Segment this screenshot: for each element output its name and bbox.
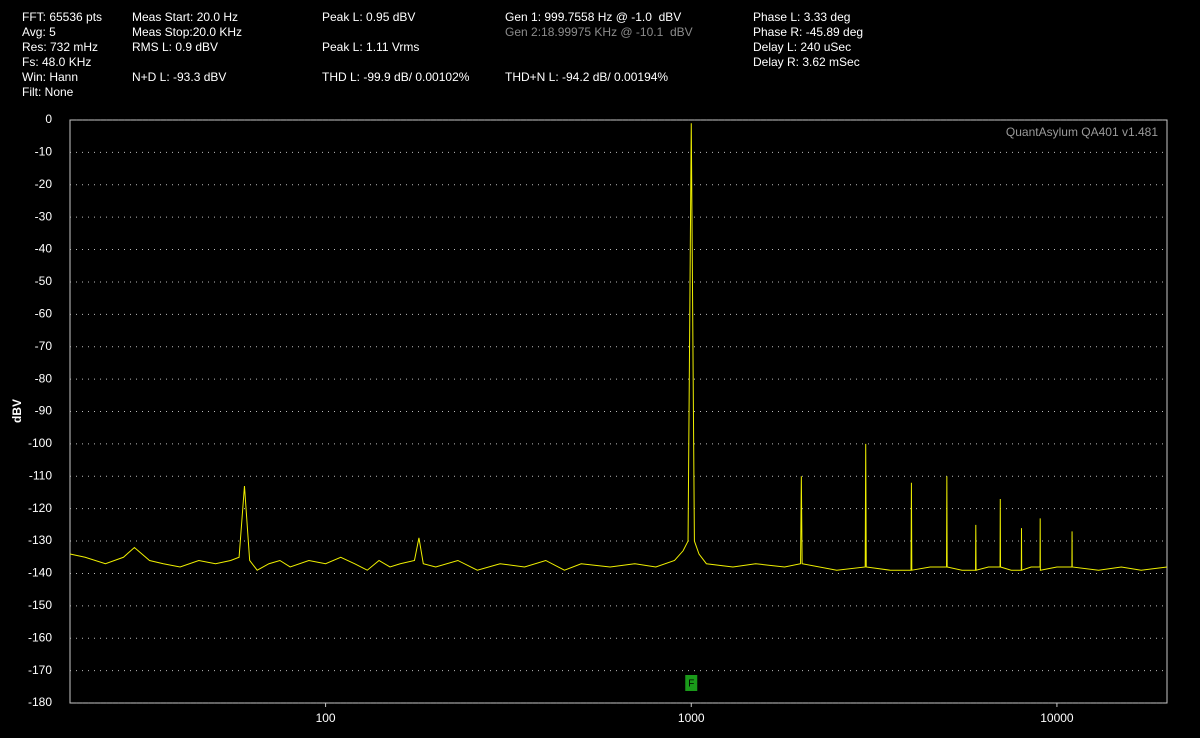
marker-box: [685, 675, 698, 691]
y-tick-label: -150: [28, 598, 52, 612]
y-tick-label: -80: [35, 371, 53, 385]
header-info: Delay L: 240 uSec: [753, 40, 851, 54]
header-info: Win: Hann: [22, 70, 78, 84]
header-info: Avg: 5: [22, 25, 56, 39]
header-info: Peak L: 1.11 Vrms: [322, 40, 419, 54]
header-info: Gen 2:18.99975 KHz @ -10.1 dBV: [505, 25, 693, 39]
y-tick-label: -10: [35, 145, 53, 159]
y-tick-label: -30: [35, 209, 53, 223]
header-info: Filt: None: [22, 85, 74, 99]
header-info: THD L: -99.9 dB/ 0.00102%: [322, 70, 470, 84]
y-tick-label: -50: [35, 274, 53, 288]
header-info: Delay R: 3.62 mSec: [753, 55, 860, 69]
header-info: Phase R: -45.89 deg: [753, 25, 863, 39]
y-tick-label: -20: [35, 177, 53, 191]
header-info: Meas Stop:20.0 KHz: [132, 25, 242, 39]
y-tick-label: -130: [28, 533, 52, 547]
header-info: THD+N L: -94.2 dB/ 0.00194%: [505, 70, 668, 84]
header-info: Res: 732 mHz: [22, 40, 98, 54]
x-tick-label: 10000: [1040, 711, 1074, 725]
watermark: QuantAsylum QA401 v1.481: [1006, 125, 1158, 139]
y-tick-label: -110: [29, 468, 52, 482]
header-info: Gen 1: 999.7558 Hz @ -1.0 dBV: [505, 10, 681, 24]
header-info: RMS L: 0.9 dBV: [132, 40, 218, 54]
x-tick-label: 1000: [678, 711, 705, 725]
spectrum-line: [69, 123, 1168, 571]
header-info: Peak L: 0.95 dBV: [322, 10, 415, 24]
x-tick-label: 100: [316, 711, 336, 725]
header-info: Fs: 48.0 KHz: [22, 55, 91, 69]
header-info: Phase L: 3.33 deg: [753, 10, 850, 24]
y-tick-label: -70: [35, 339, 53, 353]
y-tick-label: -170: [28, 663, 52, 677]
header-info: FFT: 65536 pts: [22, 10, 102, 24]
y-tick-label: -140: [28, 566, 52, 580]
header-info: N+D L: -93.3 dBV: [132, 70, 226, 84]
y-tick-label: -40: [35, 242, 53, 256]
y-tick-label: -160: [28, 630, 52, 644]
y-tick-label: -100: [28, 436, 52, 450]
y-axis-label: dBV: [10, 399, 24, 423]
marker-label: F: [688, 679, 694, 690]
header-info: Meas Start: 20.0 Hz: [132, 10, 238, 24]
plot-frame: [69, 119, 1168, 704]
y-tick-label: -60: [35, 307, 53, 321]
y-tick-label: -180: [28, 695, 52, 709]
y-tick-label: -120: [28, 501, 52, 515]
y-tick-label: -90: [35, 404, 53, 418]
y-tick-label: 0: [45, 112, 52, 126]
